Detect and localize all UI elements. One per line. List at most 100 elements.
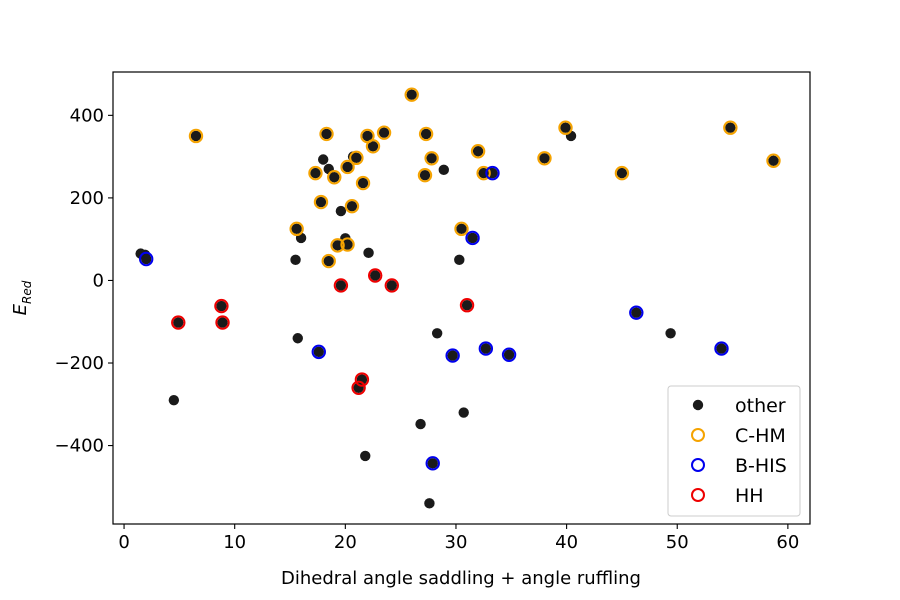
legend-item-hh: HH [691, 485, 764, 507]
legend-label: B-HIS [735, 455, 787, 477]
data-point [472, 146, 484, 157]
data-point [308, 165, 323, 181]
data-point [216, 300, 227, 312]
data-point [168, 394, 180, 406]
y-axis-label-subscript: Red [20, 280, 34, 304]
data-point [214, 298, 229, 314]
data-point [335, 280, 347, 291]
data-point [417, 167, 433, 183]
x-tick-label: 60 [776, 532, 799, 553]
data-point [365, 139, 381, 154]
data-point [427, 458, 438, 469]
data-point [723, 120, 738, 135]
data-point [461, 300, 473, 311]
series-c-hm [188, 87, 781, 269]
y-axis-label: ERed [10, 280, 34, 315]
data-point [215, 315, 230, 330]
data-point [616, 167, 628, 179]
legend-marker [692, 399, 704, 411]
legend-entries: other C-HM B-HIS HH [691, 395, 787, 507]
data-point [327, 170, 342, 185]
series-hh [171, 268, 475, 395]
data-point [342, 239, 353, 250]
data-point [447, 350, 458, 361]
data-point [766, 153, 781, 168]
data-point [333, 278, 349, 293]
data-point [355, 175, 371, 191]
data-point [470, 144, 486, 159]
data-point [138, 251, 154, 267]
data-point [418, 126, 434, 142]
data-point [346, 200, 358, 212]
data-point [384, 278, 399, 293]
data-point [376, 125, 392, 140]
data-point [368, 268, 383, 283]
data-point [478, 341, 494, 356]
data-point [335, 205, 347, 217]
data-point [321, 128, 332, 140]
data-point [539, 153, 550, 164]
data-point [665, 328, 676, 339]
series-b-his [138, 165, 729, 471]
series-other [135, 89, 779, 509]
data-point [344, 198, 360, 214]
data-point [378, 127, 390, 138]
data-point [315, 196, 327, 208]
legend-marker [691, 428, 705, 442]
points-layer [135, 87, 781, 509]
data-point [313, 194, 329, 210]
y-tick-label: 200 [70, 188, 104, 209]
data-point [340, 159, 355, 175]
data-point [456, 223, 467, 235]
data-point [406, 89, 417, 100]
data-point [565, 130, 577, 142]
data-point [424, 498, 435, 509]
legend-label: HH [735, 485, 764, 507]
data-point [351, 152, 362, 164]
x-tick-label: 20 [334, 532, 357, 553]
data-point [362, 130, 373, 142]
data-point [445, 348, 460, 363]
data-point [614, 165, 630, 181]
data-point [367, 141, 379, 152]
data-point [537, 151, 552, 166]
legend-box [667, 385, 801, 517]
data-point [560, 122, 571, 133]
data-point [404, 87, 419, 102]
data-point [360, 450, 371, 462]
data-point [310, 167, 321, 179]
data-point [465, 230, 480, 246]
data-point [311, 344, 326, 360]
plot-frame [112, 71, 811, 525]
x-tick-label: 30 [445, 532, 468, 553]
data-point [354, 372, 370, 387]
data-point [330, 238, 345, 253]
data-point [454, 254, 465, 266]
data-point [173, 317, 184, 328]
data-point [476, 165, 491, 181]
data-point [171, 315, 186, 330]
data-point [351, 380, 366, 395]
y-tick-label: −200 [55, 353, 104, 374]
x-tick-label: 50 [666, 532, 689, 553]
data-point [292, 333, 303, 344]
legend-label: C-HM [735, 425, 786, 447]
data-point [313, 346, 324, 358]
data-point [424, 151, 439, 166]
data-point [716, 343, 727, 354]
legend-item-b-his: B-HIS [691, 455, 787, 477]
data-point [357, 177, 369, 189]
data-point [459, 298, 475, 313]
legend-label: other [735, 395, 786, 417]
data-point [291, 223, 302, 235]
data-point [319, 126, 334, 142]
data-point [289, 221, 304, 237]
legend-marker [691, 458, 705, 472]
y-tick-label: 400 [70, 105, 104, 126]
x-tick-label: 0 [118, 532, 129, 553]
y-axis-label-main: E [10, 303, 31, 315]
data-point [140, 253, 152, 265]
data-point [190, 130, 202, 142]
y-tick-label: 0 [93, 270, 104, 291]
data-point [425, 456, 440, 471]
